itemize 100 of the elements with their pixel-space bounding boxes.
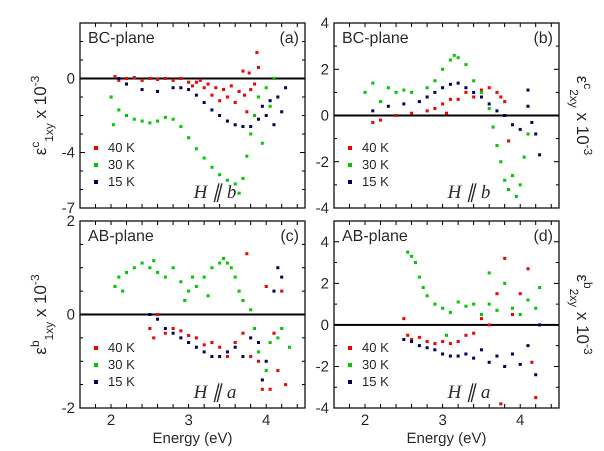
point (518, 183, 522, 186)
point (113, 284, 116, 288)
point (456, 340, 460, 344)
point (230, 266, 233, 270)
point (132, 266, 136, 270)
point (272, 77, 276, 80)
point (202, 276, 206, 279)
annotation: H ∥ b (192, 182, 236, 203)
point (210, 266, 214, 270)
point (488, 271, 491, 274)
point (226, 120, 229, 123)
point (499, 402, 502, 406)
point (418, 336, 421, 339)
point (164, 327, 167, 330)
point (272, 290, 276, 293)
point (426, 340, 429, 344)
y-tick-label: -2 (62, 400, 75, 417)
point (464, 352, 468, 356)
y-tick-label: 4 (320, 15, 329, 32)
point (234, 276, 237, 279)
legend-label: 30 K (362, 157, 390, 172)
point (148, 121, 152, 124)
point (172, 118, 175, 121)
point (518, 128, 522, 131)
point (441, 352, 444, 356)
point (255, 51, 258, 54)
annotation: (b) (533, 30, 553, 47)
point (456, 300, 460, 304)
point (510, 352, 514, 356)
legend-label: 40 K (362, 340, 390, 355)
point (426, 109, 429, 112)
point (202, 86, 206, 90)
point (472, 96, 476, 98)
point (410, 340, 414, 344)
point (445, 334, 448, 337)
annotation: H ∥ a (446, 382, 490, 403)
point (245, 110, 248, 114)
point (448, 342, 452, 346)
point (152, 336, 156, 340)
point (272, 123, 276, 126)
point (226, 178, 229, 182)
point (187, 290, 190, 293)
legend-label: 30 K (108, 157, 136, 172)
point (202, 156, 206, 160)
point (526, 132, 530, 136)
point (253, 114, 256, 117)
point (514, 194, 518, 198)
point (194, 284, 198, 288)
legend-label: 30 K (362, 357, 390, 372)
point (402, 102, 406, 106)
point (507, 139, 510, 142)
point (156, 120, 160, 123)
point (187, 80, 190, 84)
point (253, 82, 256, 86)
point (117, 108, 120, 112)
point (410, 90, 414, 94)
point (480, 348, 483, 352)
point (422, 286, 425, 289)
y-tick-label: -4 (316, 400, 329, 417)
point (488, 302, 491, 306)
point (264, 360, 268, 363)
point (280, 327, 284, 330)
point (464, 86, 468, 90)
point (256, 350, 260, 354)
point (256, 360, 260, 363)
point (241, 125, 244, 128)
point (538, 323, 542, 326)
point (256, 118, 260, 121)
point (495, 292, 498, 296)
point (264, 284, 268, 288)
point (194, 336, 198, 340)
point (194, 147, 198, 150)
point (140, 88, 144, 92)
point (280, 290, 284, 293)
point (226, 96, 229, 98)
point (503, 114, 506, 117)
x-tick-label: 4 (262, 412, 270, 429)
point (241, 176, 244, 180)
point (222, 256, 226, 260)
point (364, 90, 367, 94)
point (284, 86, 288, 90)
point (433, 90, 436, 94)
point (510, 123, 514, 126)
point (202, 101, 206, 104)
point (206, 82, 210, 86)
point (472, 90, 476, 94)
point (534, 396, 538, 400)
annotation: H ∥ b (446, 182, 490, 203)
point (117, 276, 120, 279)
point (448, 58, 452, 62)
point (132, 76, 136, 80)
point (214, 86, 218, 90)
point (264, 114, 268, 117)
point (488, 360, 491, 364)
point (113, 75, 116, 78)
annotation: H ∥ a (192, 382, 236, 403)
y-tick-label: 0 (320, 108, 329, 124)
point (202, 350, 206, 354)
annotation: BC-plane (342, 30, 409, 47)
point (402, 88, 406, 92)
